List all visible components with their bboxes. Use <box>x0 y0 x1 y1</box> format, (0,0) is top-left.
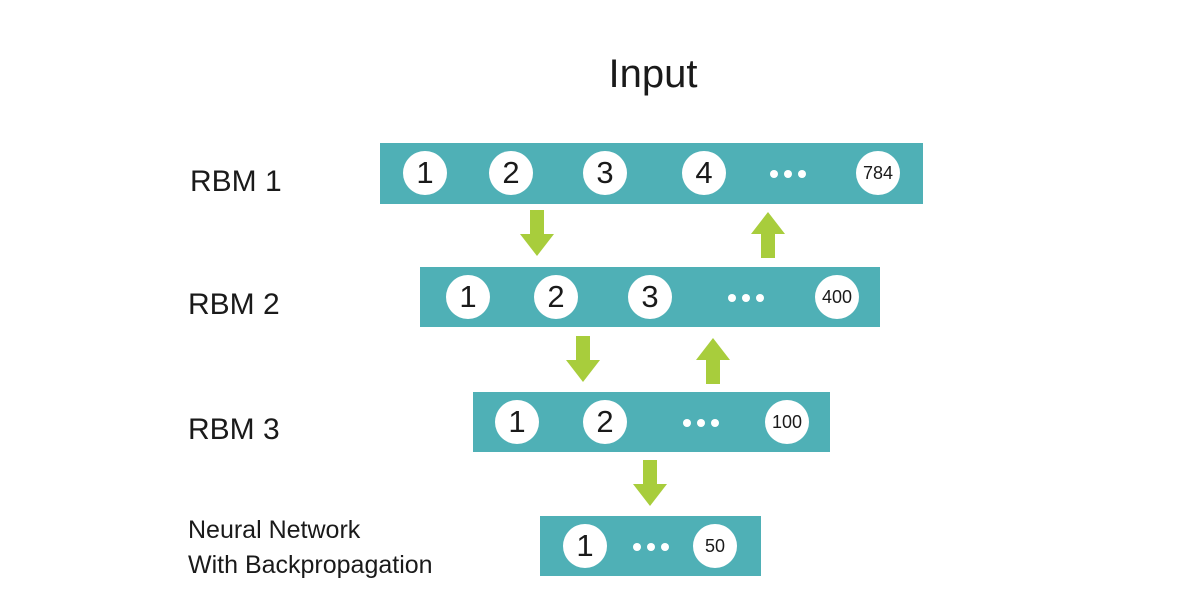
node-rbm2-2: 2 <box>534 275 578 319</box>
node-rbm2-1: 1 <box>446 275 490 319</box>
node-nn-1: 1 <box>563 524 607 568</box>
node-rbm3-100: 100 <box>765 400 809 444</box>
layer-neural-network: 1 50 <box>540 516 761 576</box>
node-rbm3-1: 1 <box>495 400 539 444</box>
node-rbm1-4: 4 <box>682 151 726 195</box>
ellipsis-icon <box>728 294 764 302</box>
label-rbm-2: RBM 2 <box>188 288 280 321</box>
ellipsis-icon <box>633 543 669 551</box>
node-rbm3-2: 2 <box>583 400 627 444</box>
ellipsis-icon <box>770 170 806 178</box>
node-rbm1-784: 784 <box>856 151 900 195</box>
layer-rbm-1: 1 2 3 4 784 <box>380 143 923 204</box>
node-rbm2-3: 3 <box>628 275 672 319</box>
ellipsis-icon <box>683 419 719 427</box>
node-nn-50: 50 <box>693 524 737 568</box>
node-rbm1-1: 1 <box>403 151 447 195</box>
label-neural-network: Neural Network <box>188 516 361 544</box>
label-rbm-1: RBM 1 <box>190 165 282 198</box>
layer-rbm-3: 1 2 100 <box>473 392 830 452</box>
node-rbm1-2: 2 <box>489 151 533 195</box>
node-rbm1-3: 3 <box>583 151 627 195</box>
diagram-title: Input <box>608 52 698 96</box>
node-rbm2-400: 400 <box>815 275 859 319</box>
label-rbm-3: RBM 3 <box>188 413 280 446</box>
label-backpropagation: With Backpropagation <box>188 551 433 579</box>
layer-rbm-2: 1 2 3 400 <box>420 267 880 327</box>
